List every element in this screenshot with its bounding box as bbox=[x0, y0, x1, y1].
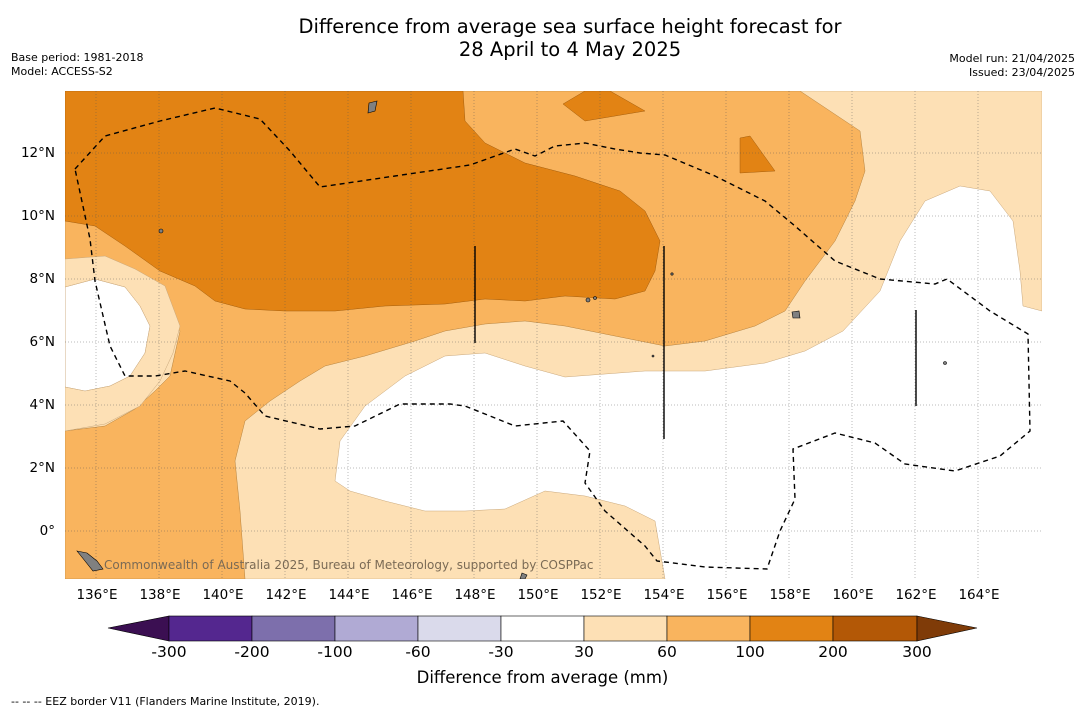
lon-label-152e: 152°E bbox=[580, 587, 622, 603]
lon-label-150e: 150°E bbox=[517, 587, 559, 603]
lon-label-160e: 160°E bbox=[832, 587, 874, 603]
base-period-text: Base period: 1981-2018 bbox=[11, 51, 144, 64]
lon-label-162e: 162°E bbox=[895, 587, 937, 603]
colorbar-extend-high bbox=[916, 615, 978, 642]
lon-label-136e: 136°E bbox=[76, 587, 118, 603]
lon-label-140e: 140°E bbox=[202, 587, 244, 603]
colorbar-seg-8 bbox=[749, 615, 834, 642]
colorbar-seg-9 bbox=[832, 615, 918, 642]
colorbar-tick-100: 100 bbox=[735, 643, 765, 661]
copyright-text: Commonwealth of Australia 2025, Bureau o… bbox=[104, 558, 594, 572]
colorbar-tick-neg30: -30 bbox=[488, 643, 514, 661]
colorbar-seg-3 bbox=[334, 615, 419, 642]
colorbar-tick-neg200: -200 bbox=[234, 643, 270, 661]
lon-label-156e: 156°E bbox=[706, 587, 748, 603]
lon-label-154e: 154°E bbox=[643, 587, 685, 603]
lat-label-8n: 8°N bbox=[29, 271, 55, 287]
patch-dark-east bbox=[739, 135, 776, 174]
colorbar-seg-4 bbox=[417, 615, 502, 642]
colorbar-tick-neg100: -100 bbox=[317, 643, 353, 661]
model-run-text: Model run: 21/04/2025 bbox=[949, 52, 1075, 65]
issued-text: Issued: 23/04/2025 bbox=[968, 65, 1075, 79]
boundary-lines bbox=[474, 246, 917, 439]
lon-label-148e: 148°E bbox=[454, 587, 496, 603]
colorbar-extend-low bbox=[107, 615, 170, 642]
model-text: Model: ACCESS-S2 bbox=[11, 64, 113, 78]
colorbar-title: Difference from average (mm) bbox=[416, 668, 669, 687]
lon-label-142e: 142°E bbox=[265, 587, 307, 603]
lon-label-144e: 144°E bbox=[328, 587, 370, 603]
contour-100-200 bbox=[65, 91, 661, 312]
map-canvas bbox=[65, 91, 1042, 579]
colorbar-tick-200: 200 bbox=[818, 643, 848, 661]
colorbar-seg-5 bbox=[500, 615, 585, 642]
patch-dark-north bbox=[562, 91, 646, 122]
eez-borders bbox=[74, 107, 1031, 570]
lon-label-146e: 146°E bbox=[391, 587, 433, 603]
lat-label-12n: 12°N bbox=[20, 145, 55, 161]
lat-label-0: 0° bbox=[39, 523, 55, 539]
chart-title: Difference from average sea surface heig… bbox=[0, 15, 1085, 61]
colorbar bbox=[107, 615, 978, 642]
title-line-2: 28 April to 4 May 2025 bbox=[458, 38, 682, 61]
lon-label-164e: 164°E bbox=[958, 587, 1000, 603]
gridlines bbox=[65, 91, 1042, 579]
colorbar-tick-60: 60 bbox=[657, 643, 677, 661]
meta-left: Base period: 1981-2018 Model: ACCESS-S2 bbox=[11, 51, 143, 78]
meta-right: Model run: 21/04/2025 Issued: 23/04/2025 bbox=[949, 52, 1075, 79]
colorbar-tick-neg300: -300 bbox=[151, 643, 187, 661]
title-line-1: Difference from average sea surface heig… bbox=[298, 15, 842, 38]
colorbar-tick-30: 30 bbox=[574, 643, 594, 661]
lat-label-6n: 6°N bbox=[29, 334, 55, 350]
footer-eez-note: -- -- -- EEZ border V11 (Flanders Marine… bbox=[11, 695, 320, 708]
lat-label-10n: 10°N bbox=[20, 208, 55, 224]
lon-label-158e: 158°E bbox=[769, 587, 811, 603]
colorbar-tick-neg60: -60 bbox=[405, 643, 431, 661]
colorbar-tick-300: 300 bbox=[902, 643, 932, 661]
colorbar-seg-1 bbox=[168, 615, 253, 642]
colorbar-seg-7 bbox=[666, 615, 751, 642]
lat-label-4n: 4°N bbox=[29, 397, 55, 413]
islands bbox=[76, 100, 947, 579]
lon-label-138e: 138°E bbox=[139, 587, 181, 603]
lat-label-2n: 2°N bbox=[29, 460, 55, 476]
colorbar-seg-2 bbox=[251, 615, 336, 642]
contour-30-60-west bbox=[65, 255, 181, 432]
colorbar-seg-6 bbox=[583, 615, 668, 642]
